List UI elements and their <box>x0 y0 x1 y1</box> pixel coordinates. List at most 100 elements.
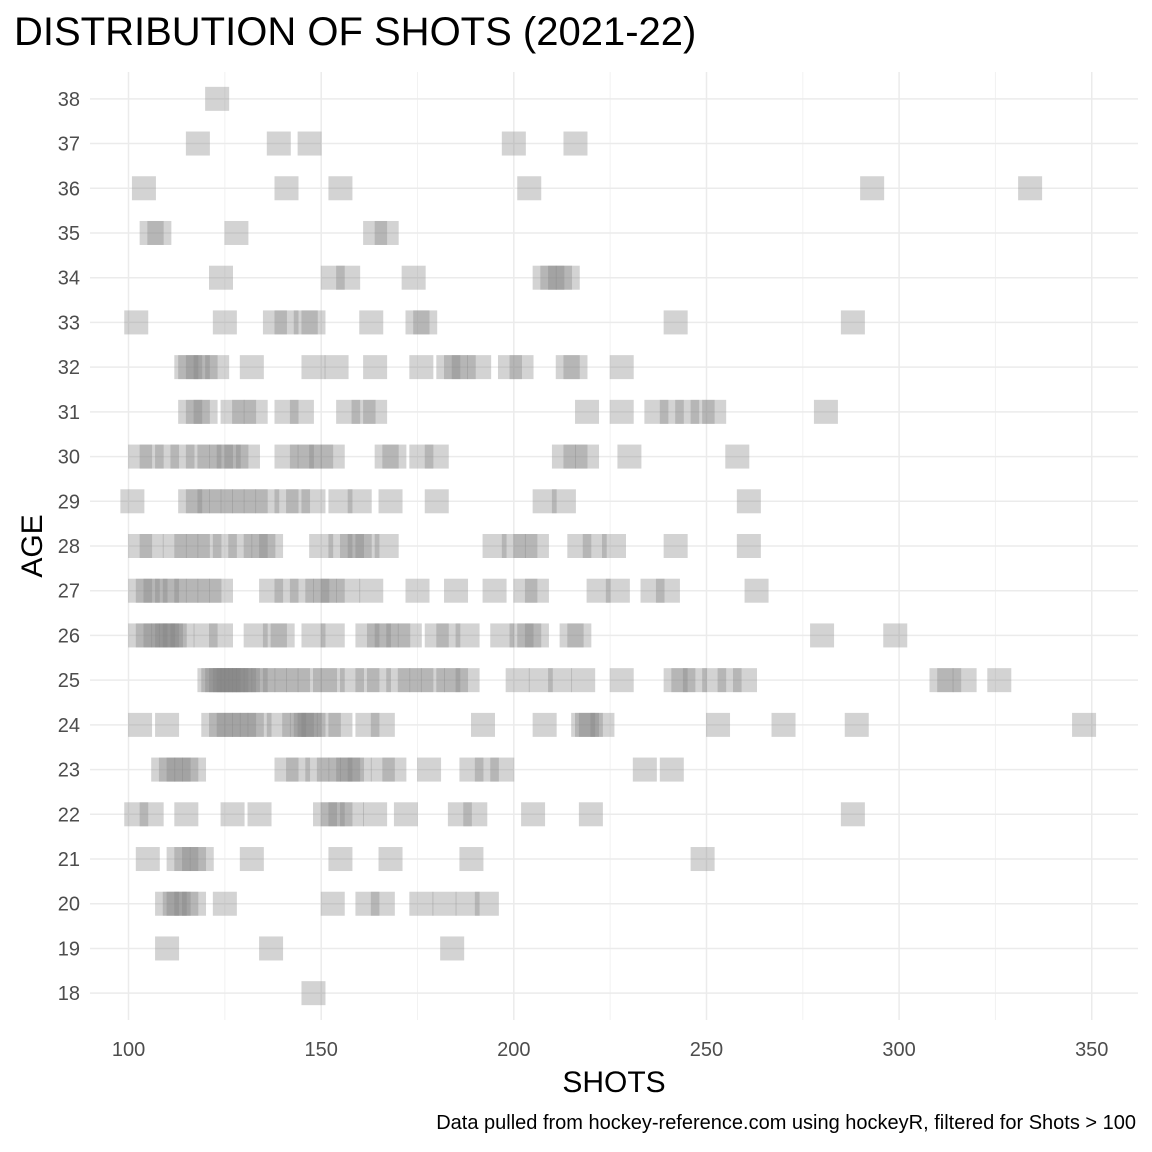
data-point <box>151 623 176 648</box>
data-point <box>844 712 869 737</box>
data-point <box>336 265 361 290</box>
data-point <box>197 668 222 693</box>
data-point <box>528 668 553 693</box>
y-tick-label: 25 <box>58 670 80 692</box>
data-point <box>632 757 657 782</box>
data-point <box>663 534 688 558</box>
grid-layer <box>90 72 1138 1020</box>
data-point <box>563 131 588 156</box>
data-point <box>293 310 318 335</box>
data-point <box>363 220 388 245</box>
data-point <box>274 176 299 201</box>
y-tick-label: 29 <box>58 491 80 513</box>
data-point <box>170 623 195 648</box>
data-point <box>128 444 153 469</box>
data-point <box>378 847 403 872</box>
data-point <box>355 623 380 648</box>
data-point <box>582 534 607 558</box>
y-tick-label: 22 <box>58 804 80 826</box>
data-point <box>937 668 962 693</box>
data-point <box>201 712 226 737</box>
data-point <box>559 623 584 648</box>
data-point <box>189 847 214 872</box>
data-point <box>305 578 330 603</box>
data-point <box>239 712 264 737</box>
data-point <box>301 712 326 737</box>
data-point <box>409 444 434 469</box>
data-point <box>436 623 461 648</box>
data-point <box>555 355 580 380</box>
data-point <box>251 668 276 693</box>
data-point <box>736 534 761 558</box>
data-point <box>131 176 156 201</box>
data-point <box>532 712 557 737</box>
data-point <box>178 355 203 380</box>
data-point <box>209 712 233 737</box>
data-point <box>474 891 499 916</box>
data-point <box>455 668 480 693</box>
data-point <box>382 757 407 782</box>
data-point <box>224 220 249 245</box>
y-tick-label: 24 <box>58 715 80 737</box>
data-point <box>324 355 349 380</box>
x-tick-label: 100 <box>112 1039 145 1061</box>
data-point <box>128 534 153 558</box>
data-point <box>663 668 688 693</box>
data-point <box>197 444 222 469</box>
data-point <box>193 399 218 424</box>
data-point <box>185 444 210 469</box>
y-axis-title: AGE <box>16 514 49 577</box>
data-point <box>351 399 376 424</box>
data-point <box>297 131 322 156</box>
data-point <box>509 623 534 648</box>
data-point <box>540 265 565 290</box>
data-point <box>952 668 977 693</box>
data-point <box>124 802 149 827</box>
data-point <box>644 399 669 424</box>
data-point <box>328 712 353 737</box>
data-point <box>605 578 630 603</box>
data-point <box>155 712 180 737</box>
data-point <box>609 355 634 380</box>
data-point <box>413 310 438 335</box>
data-point <box>521 802 546 827</box>
data-point <box>212 534 237 558</box>
data-point <box>328 847 353 872</box>
data-point <box>212 668 237 693</box>
data-point <box>235 444 260 469</box>
data-point <box>401 265 426 290</box>
data-point <box>209 444 233 469</box>
data-point <box>355 891 380 916</box>
data-point <box>220 802 245 827</box>
data-point <box>409 891 434 916</box>
data-point <box>166 757 191 782</box>
data-point <box>810 623 835 648</box>
data-point <box>840 802 865 827</box>
data-point <box>320 265 345 290</box>
y-tick-label: 32 <box>58 357 80 379</box>
data-point <box>259 534 284 558</box>
y-tick-label: 37 <box>58 134 80 156</box>
data-point <box>490 623 515 648</box>
data-point <box>467 355 492 380</box>
data-point <box>251 534 276 558</box>
data-point <box>216 712 241 737</box>
data-point <box>243 534 268 558</box>
data-point <box>840 310 865 335</box>
data-point <box>139 444 164 469</box>
y-tick-label: 38 <box>58 89 80 111</box>
data-point <box>224 712 249 737</box>
data-point <box>370 891 395 916</box>
data-point <box>209 623 233 648</box>
data-point <box>524 534 549 558</box>
data-point <box>174 757 199 782</box>
data-point <box>162 623 187 648</box>
data-point <box>313 578 338 603</box>
data-point <box>320 668 345 693</box>
y-tick-label: 35 <box>58 223 80 245</box>
data-point <box>555 265 580 290</box>
data-point <box>524 623 549 648</box>
data-point <box>706 712 731 737</box>
data-point <box>301 489 326 514</box>
data-point <box>459 847 484 872</box>
